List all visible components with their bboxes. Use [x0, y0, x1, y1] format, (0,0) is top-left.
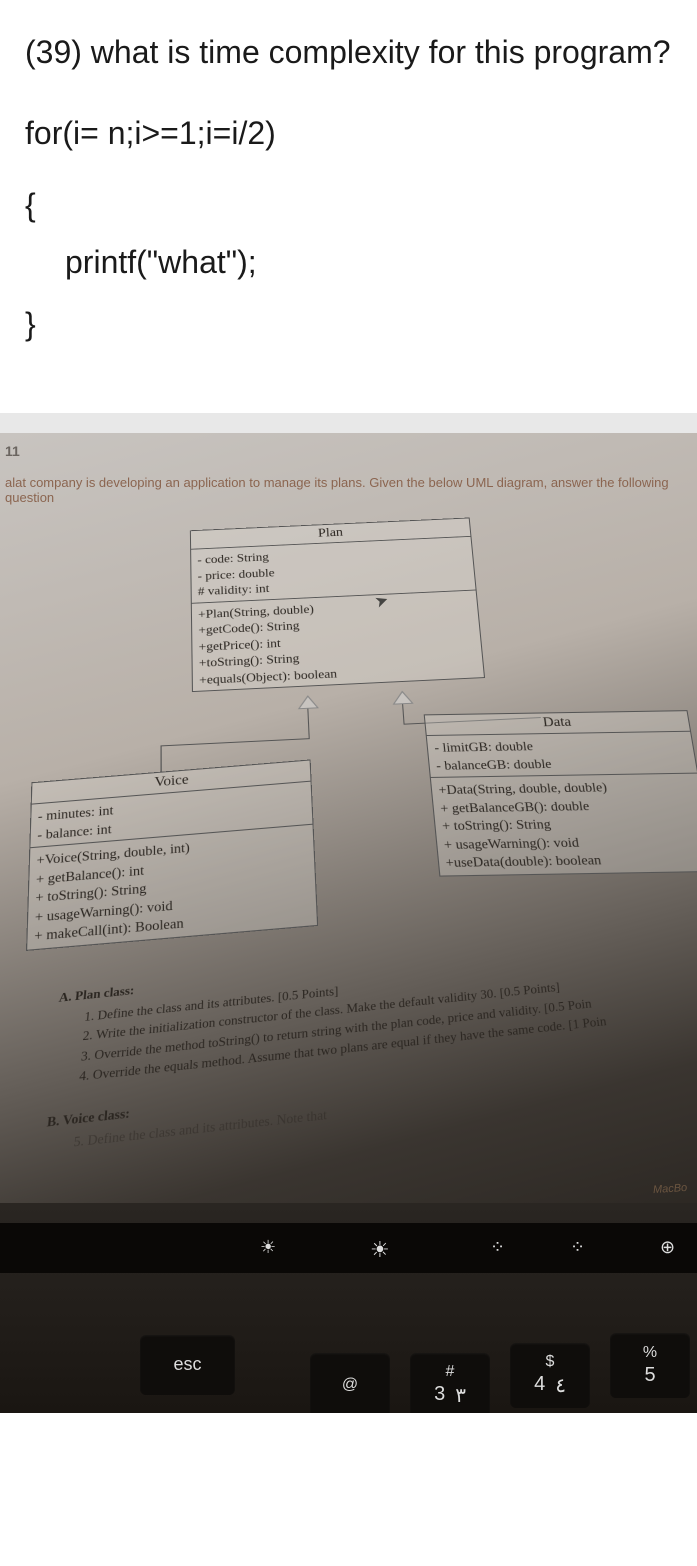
uml-data-class: Data - limitGB: double - balanceGB: doub… [424, 710, 697, 876]
uml-instruction: alat company is developing an applicatio… [0, 475, 697, 505]
key-number: 3 [434, 1383, 445, 1408]
inherit-line [161, 745, 162, 771]
key-number: 5 [644, 1364, 655, 1387]
macbook-label: MacBo [652, 1182, 687, 1196]
brace-close: } [25, 306, 672, 343]
brightness-high-icon: ☀ [370, 1237, 390, 1263]
brace-open: { [25, 187, 672, 224]
dollar-key[interactable]: $ 4 ٤ [510, 1343, 590, 1408]
key-label: esc [173, 1354, 201, 1375]
inherit-line [161, 738, 310, 746]
uml-data-methods: +Data(String, double, double) + getBalan… [431, 773, 697, 875]
uml-plan-class: Plan - code: String - price: double # va… [190, 517, 485, 692]
key-symbol: @ [342, 1376, 358, 1394]
key-symbol: # [446, 1363, 455, 1381]
spotlight-icon: ⁘ [570, 1237, 585, 1258]
at-key[interactable]: @ [310, 1353, 390, 1413]
uml-diagram: Plan - code: String - price: double # va… [29, 508, 668, 537]
mission-control-icon: ⁘ [490, 1237, 505, 1258]
question-panel: (39) what is time complexity for this pr… [0, 0, 697, 413]
uml-voice-class: Voice - minutes: int - balance: int +Voi… [26, 759, 318, 950]
inheritance-arrow-icon [392, 690, 414, 705]
brightness-low-icon: ☀ [260, 1237, 276, 1258]
hash-key[interactable]: # 3 ٣ [410, 1353, 490, 1413]
touchbar: ☀ ☀ ⁘ ⁘ ⊕ [0, 1223, 697, 1273]
inherit-line [307, 709, 309, 738]
inherit-line [402, 704, 404, 724]
uml-data-attrs: - limitGB: double - balanceGB: double [427, 732, 697, 778]
keyboard: ☀ ☀ ⁘ ⁘ ⊕ esc @ # 3 ٣ $ 4 ٤ % [0, 1203, 697, 1413]
question-number: (39) [25, 34, 82, 70]
question-body: what is time complexity for this program… [91, 34, 671, 70]
siri-icon: ⊕ [660, 1237, 675, 1258]
task-list: A. Plan class: Define the class and its … [44, 926, 692, 1155]
code-for-loop: for(i= n;i>=1;i=i/2) [25, 115, 672, 152]
key-number: 4 [534, 1373, 545, 1398]
esc-key[interactable]: esc [140, 1335, 235, 1395]
page-number: 11 [5, 443, 20, 459]
key-symbol: % [643, 1344, 657, 1362]
key-alt: ٤ [555, 1373, 566, 1398]
code-block: { printf("what"); } [25, 187, 672, 343]
question-text: (39) what is time complexity for this pr… [25, 30, 672, 75]
code-printf: printf("what"); [25, 244, 672, 281]
laptop-photo: 11 alat company is developing an applica… [0, 433, 697, 1413]
key-alt: ٣ [455, 1383, 466, 1408]
key-symbol: $ [546, 1353, 555, 1371]
uml-plan-methods: +Plan(String, double) +getCode(): String… [192, 590, 484, 691]
section-divider [0, 413, 697, 433]
percent-key[interactable]: % 5 [610, 1333, 690, 1398]
inheritance-arrow-icon [297, 694, 319, 709]
